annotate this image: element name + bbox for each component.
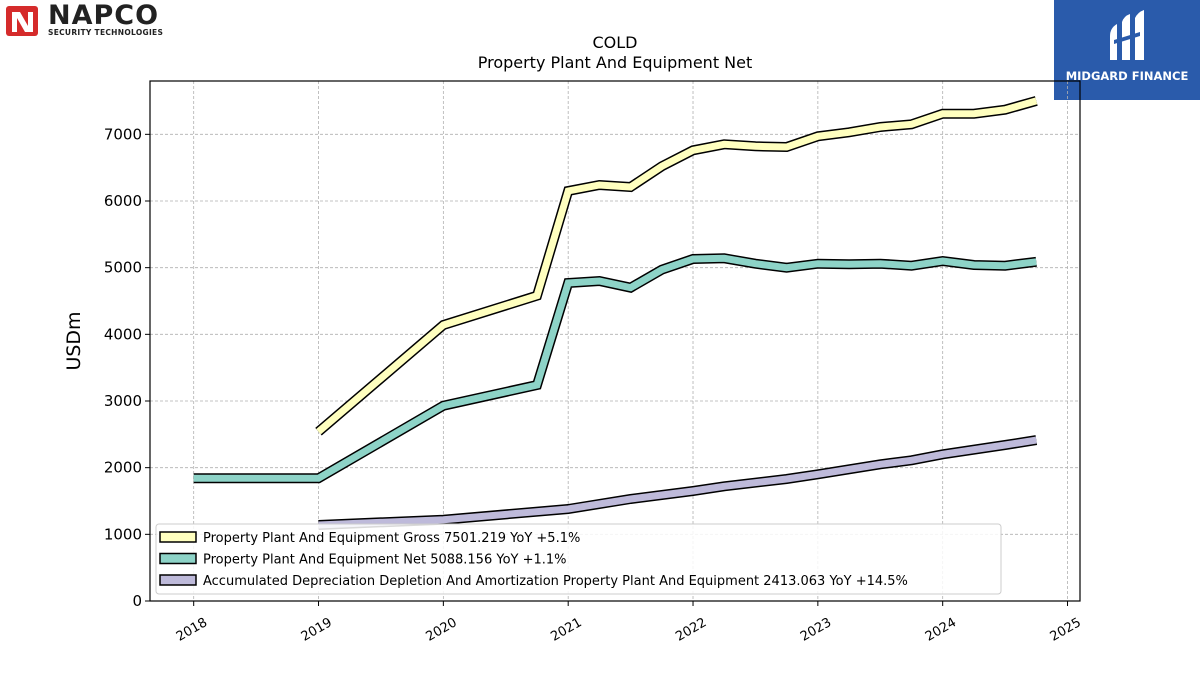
x-tick-label: 2022 [673, 615, 709, 645]
data-point [911, 265, 912, 266]
data-point [973, 265, 974, 266]
data-point [880, 263, 881, 264]
midgard-finance-logo: MIDGARD FINANCE [1054, 0, 1200, 100]
legend-swatch [159, 552, 197, 565]
napco-logo: NAPCO SECURITY TECHNOLOGIES [4, 0, 214, 40]
data-point [942, 261, 943, 262]
legend-swatch [159, 574, 197, 586]
data-point [786, 147, 787, 148]
legend-swatch [159, 531, 197, 543]
data-point [911, 124, 912, 125]
napco-mark-icon [6, 6, 38, 36]
legend-label: Property Plant And Equipment Net 5088.15… [203, 553, 567, 568]
x-tick-label: 2024 [923, 615, 959, 645]
data-point [536, 385, 537, 386]
data-point [318, 478, 319, 479]
y-tick-label: 0 [132, 592, 142, 610]
y-tick-label: 6000 [104, 192, 142, 210]
legend: Property Plant And Equipment Gross 7501.… [155, 523, 1002, 595]
data-point [786, 479, 787, 480]
data-point [817, 474, 818, 475]
data-point [693, 259, 694, 260]
data-point [568, 283, 569, 284]
series-group [193, 96, 1038, 530]
data-point [724, 486, 725, 487]
data-point [536, 295, 537, 296]
data-point [942, 454, 943, 455]
plot-frame [149, 80, 1081, 602]
data-point [443, 325, 444, 326]
data-point [599, 185, 600, 186]
x-tick-label: 2025 [1048, 615, 1084, 645]
data-point [849, 132, 850, 133]
y-tick-label: 2000 [104, 459, 142, 477]
y-tick-label: 7000 [104, 125, 142, 143]
midgard-wordmark: MIDGARD FINANCE [1065, 69, 1189, 83]
data-point [693, 491, 694, 492]
data-point [1036, 440, 1037, 441]
legend-box [155, 523, 1002, 595]
x-tick-label: 2019 [299, 615, 335, 645]
y-tick-label: 5000 [104, 259, 142, 277]
chart-title: COLD [593, 33, 638, 52]
data-point [755, 146, 756, 147]
x-tick-label: 2020 [424, 615, 460, 645]
data-point [318, 431, 319, 432]
data-point [693, 150, 694, 151]
data-point [973, 113, 974, 114]
y-tick-label: 3000 [104, 392, 142, 410]
data-point [724, 144, 725, 145]
midgard-mark-icon [1110, 10, 1144, 60]
series-line-2 [193, 254, 1037, 482]
data-point [661, 269, 662, 270]
x-tick-label: 2018 [174, 615, 210, 645]
grid [150, 81, 1080, 602]
data-point [817, 136, 818, 137]
data-point [599, 281, 600, 282]
data-point [849, 264, 850, 265]
data-point [817, 263, 818, 264]
data-point [911, 460, 912, 461]
data-point [630, 187, 631, 188]
x-tick-label: 2023 [798, 615, 834, 645]
data-point [1005, 445, 1006, 446]
data-point [724, 258, 725, 259]
series-outline-2 [193, 253, 1037, 484]
y-axis-label: USDm [63, 311, 85, 370]
x-tick-label: 2021 [548, 615, 584, 645]
y-tick-label: 4000 [104, 325, 142, 343]
data-point [880, 127, 881, 128]
data-point [786, 267, 787, 268]
data-point [630, 499, 631, 500]
chart-subtitle: Property Plant And Equipment Net [478, 53, 753, 72]
series-line-1 [316, 97, 1038, 435]
napco-tagline: SECURITY TECHNOLOGIES [48, 28, 164, 37]
data-point [1036, 100, 1037, 101]
data-point [755, 263, 756, 264]
data-point [942, 113, 943, 114]
series-line-3 [318, 436, 1037, 529]
data-point [661, 166, 662, 167]
y-tick-label: 1000 [104, 525, 142, 543]
data-point [630, 287, 631, 288]
data-point [443, 405, 444, 406]
data-point [880, 464, 881, 465]
legend-label: Accumulated Depreciation Depletion And A… [203, 574, 908, 589]
data-point [568, 509, 569, 510]
data-point [1005, 109, 1006, 110]
data-point [443, 519, 444, 520]
data-point [1036, 261, 1037, 262]
legend-label: Property Plant And Equipment Gross 7501.… [203, 531, 580, 546]
data-point [193, 478, 194, 479]
series-outline-3 [318, 435, 1038, 530]
napco-wordmark: NAPCO [48, 0, 160, 31]
data-point [1005, 265, 1006, 266]
data-point [568, 191, 569, 192]
